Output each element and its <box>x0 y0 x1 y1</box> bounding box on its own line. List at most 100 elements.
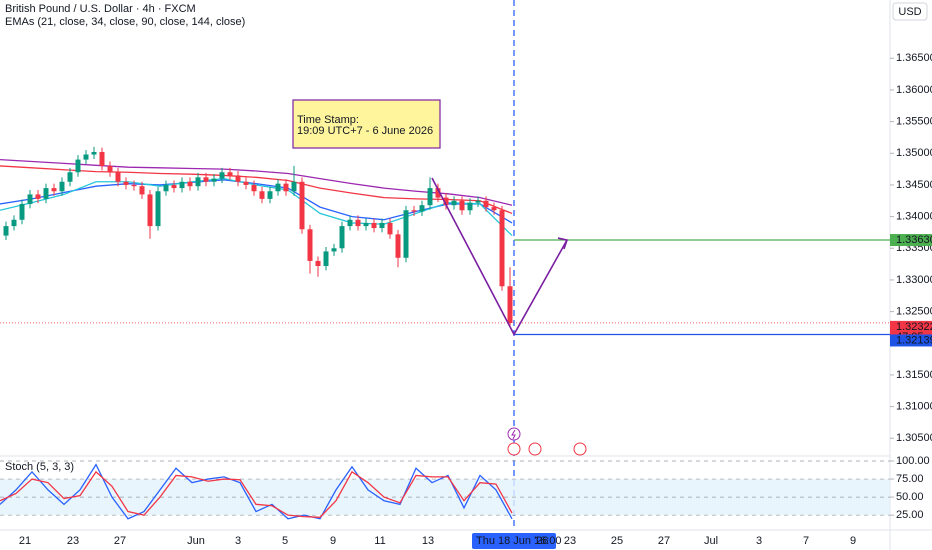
event-icon[interactable] <box>573 442 587 456</box>
candle-body <box>403 210 409 258</box>
currency: USD <box>898 6 921 18</box>
candle-body <box>203 177 209 182</box>
candle-body <box>467 202 473 211</box>
lightning <box>511 429 516 440</box>
x-tick-label: 13 <box>422 535 434 547</box>
candle-body <box>267 191 273 199</box>
price-tag-label: 1.32139 <box>896 334 932 346</box>
candle-body <box>395 234 401 258</box>
candle-body <box>139 186 145 195</box>
y-tick-label: 1.35000 <box>896 147 932 159</box>
x-tick-label: 23 <box>564 535 576 547</box>
candle-body <box>83 154 89 160</box>
event-icon[interactable] <box>507 442 521 456</box>
candle-body <box>251 184 257 192</box>
candle-body <box>443 197 449 206</box>
annotation-text: 19:09 UTC+7 - 6 June 2026 <box>297 125 433 137</box>
candle-body <box>3 226 9 236</box>
candle-body <box>211 178 217 182</box>
candle-body <box>227 172 233 176</box>
candle-body <box>59 181 65 192</box>
x-tick-label: 5 <box>282 535 288 547</box>
candle-body <box>171 184 177 189</box>
y-tick-label: 50.00 <box>896 491 924 503</box>
candle-body <box>371 222 377 228</box>
event-icons <box>507 427 587 456</box>
y-tick-label: 1.34500 <box>896 179 932 191</box>
y-tick-label: 1.34000 <box>896 211 932 223</box>
candle-body <box>67 172 73 182</box>
candle-body <box>427 188 433 206</box>
candle-body <box>283 183 289 192</box>
stoch-title: Stoch (5, 3, 3) <box>5 461 74 473</box>
candle-body <box>75 159 81 173</box>
current-time: 16:00 <box>534 535 562 547</box>
candle-body <box>43 188 49 199</box>
y-tick-label: 1.36000 <box>896 84 932 96</box>
time-highlight <box>472 533 556 549</box>
event-icon[interactable] <box>528 442 542 456</box>
candle-body <box>243 181 249 185</box>
price-tag <box>890 334 932 347</box>
candle-body <box>99 152 105 166</box>
candle-body <box>179 181 185 189</box>
x-tick-label: 3 <box>756 535 762 547</box>
candle-body <box>315 260 321 266</box>
annotation-title: Time Stamp: <box>297 114 359 126</box>
symbol-title: British Pound / U.S. Dollar · 4h · FXCM <box>5 3 196 15</box>
candle-body <box>459 200 465 211</box>
price-tag-label: 1.33630 <box>896 234 932 246</box>
candle-body <box>147 194 153 227</box>
x-tick-label: 9 <box>330 535 336 547</box>
x-tick-label: Jul <box>704 535 718 547</box>
candle-body <box>19 203 25 220</box>
candle-body <box>91 152 97 155</box>
projection-arrow <box>557 237 569 250</box>
candle-body <box>275 183 281 192</box>
indicator-legend: EMAs (21, close, 34, close, 90, close, 1… <box>5 16 245 28</box>
candle-body <box>219 172 225 179</box>
y-tick-label: 1.35500 <box>896 116 932 128</box>
candle-body <box>123 181 129 185</box>
candle-body <box>115 172 121 182</box>
event-icon[interactable] <box>507 427 521 441</box>
candle-body <box>27 194 33 204</box>
x-tick-label: 11 <box>374 535 385 547</box>
currency-button[interactable] <box>892 2 928 21</box>
candle-body <box>235 175 241 182</box>
y-tick-label: 1.36500 <box>896 52 932 64</box>
candle-body <box>363 222 369 227</box>
y-tick-label: 100.00 <box>896 455 930 467</box>
x-tick-label: 21 <box>19 535 31 547</box>
candle-body <box>299 181 305 230</box>
y-tick-label: 1.30500 <box>896 432 932 444</box>
candle-body <box>51 188 57 192</box>
candle-body <box>187 181 193 187</box>
price-tag-label: 1.32322 <box>896 321 932 333</box>
candle-body <box>499 210 505 287</box>
candle-body <box>307 229 313 261</box>
candle-body <box>35 194 41 199</box>
candle-body <box>163 184 169 192</box>
stoch-line <box>0 463 513 520</box>
x-tick-label: 7 <box>803 535 809 547</box>
candle-body <box>451 200 457 206</box>
price-tag <box>890 234 932 247</box>
ema-line <box>0 165 513 215</box>
candle-body <box>419 205 425 212</box>
x-tick-label: 27 <box>114 535 126 547</box>
ema-line <box>0 158 513 206</box>
y-tick-label: 1.32500 <box>896 306 932 318</box>
candle-body <box>11 219 17 227</box>
candle-body <box>291 181 297 192</box>
stoch-band <box>0 479 890 516</box>
candle-body <box>435 188 441 198</box>
candle-body <box>379 222 385 228</box>
x-tick-label: 25 <box>611 535 623 547</box>
candle-body <box>131 184 137 187</box>
current-date: Thu 18 Jun '26 <box>476 535 548 547</box>
ema-line <box>0 179 513 224</box>
stoch-line <box>0 470 513 518</box>
